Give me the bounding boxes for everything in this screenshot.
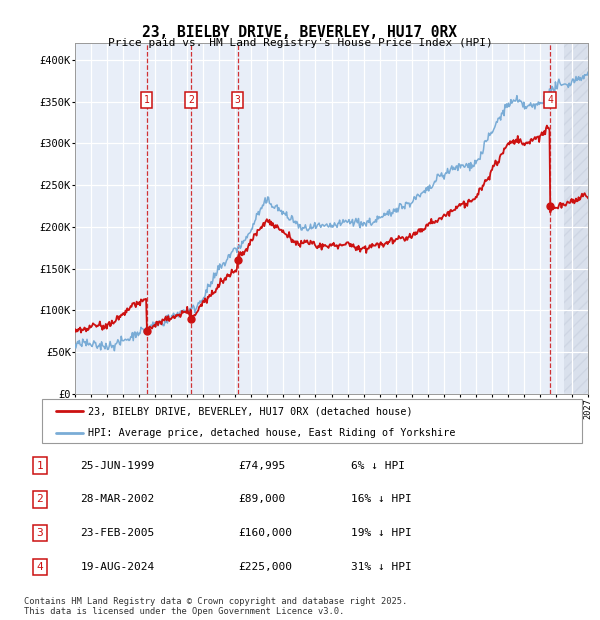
Text: £160,000: £160,000	[238, 528, 292, 538]
Text: 25-JUN-1999: 25-JUN-1999	[80, 461, 155, 471]
Text: 16% ↓ HPI: 16% ↓ HPI	[351, 494, 412, 504]
Text: 23, BIELBY DRIVE, BEVERLEY, HU17 0RX: 23, BIELBY DRIVE, BEVERLEY, HU17 0RX	[143, 25, 458, 40]
Text: £89,000: £89,000	[238, 494, 286, 504]
Text: 23-FEB-2005: 23-FEB-2005	[80, 528, 155, 538]
Text: 28-MAR-2002: 28-MAR-2002	[80, 494, 155, 504]
Text: 19% ↓ HPI: 19% ↓ HPI	[351, 528, 412, 538]
FancyBboxPatch shape	[42, 399, 582, 443]
Text: 31% ↓ HPI: 31% ↓ HPI	[351, 562, 412, 572]
Text: Contains HM Land Registry data © Crown copyright and database right 2025.
This d: Contains HM Land Registry data © Crown c…	[24, 597, 407, 616]
Text: 6% ↓ HPI: 6% ↓ HPI	[351, 461, 405, 471]
Text: 3: 3	[235, 95, 241, 105]
Text: Price paid vs. HM Land Registry's House Price Index (HPI): Price paid vs. HM Land Registry's House …	[107, 38, 493, 48]
Text: HPI: Average price, detached house, East Riding of Yorkshire: HPI: Average price, detached house, East…	[88, 428, 455, 438]
Bar	[564, 43, 588, 394]
Text: 2: 2	[37, 494, 43, 504]
Text: £74,995: £74,995	[238, 461, 286, 471]
Text: 1: 1	[144, 95, 150, 105]
Text: 2: 2	[188, 95, 194, 105]
Text: 4: 4	[547, 95, 553, 105]
Text: 19-AUG-2024: 19-AUG-2024	[80, 562, 155, 572]
Text: £225,000: £225,000	[238, 562, 292, 572]
Text: 23, BIELBY DRIVE, BEVERLEY, HU17 0RX (detached house): 23, BIELBY DRIVE, BEVERLEY, HU17 0RX (de…	[88, 406, 413, 416]
Text: 1: 1	[37, 461, 43, 471]
Text: 3: 3	[37, 528, 43, 538]
Text: 4: 4	[37, 562, 43, 572]
